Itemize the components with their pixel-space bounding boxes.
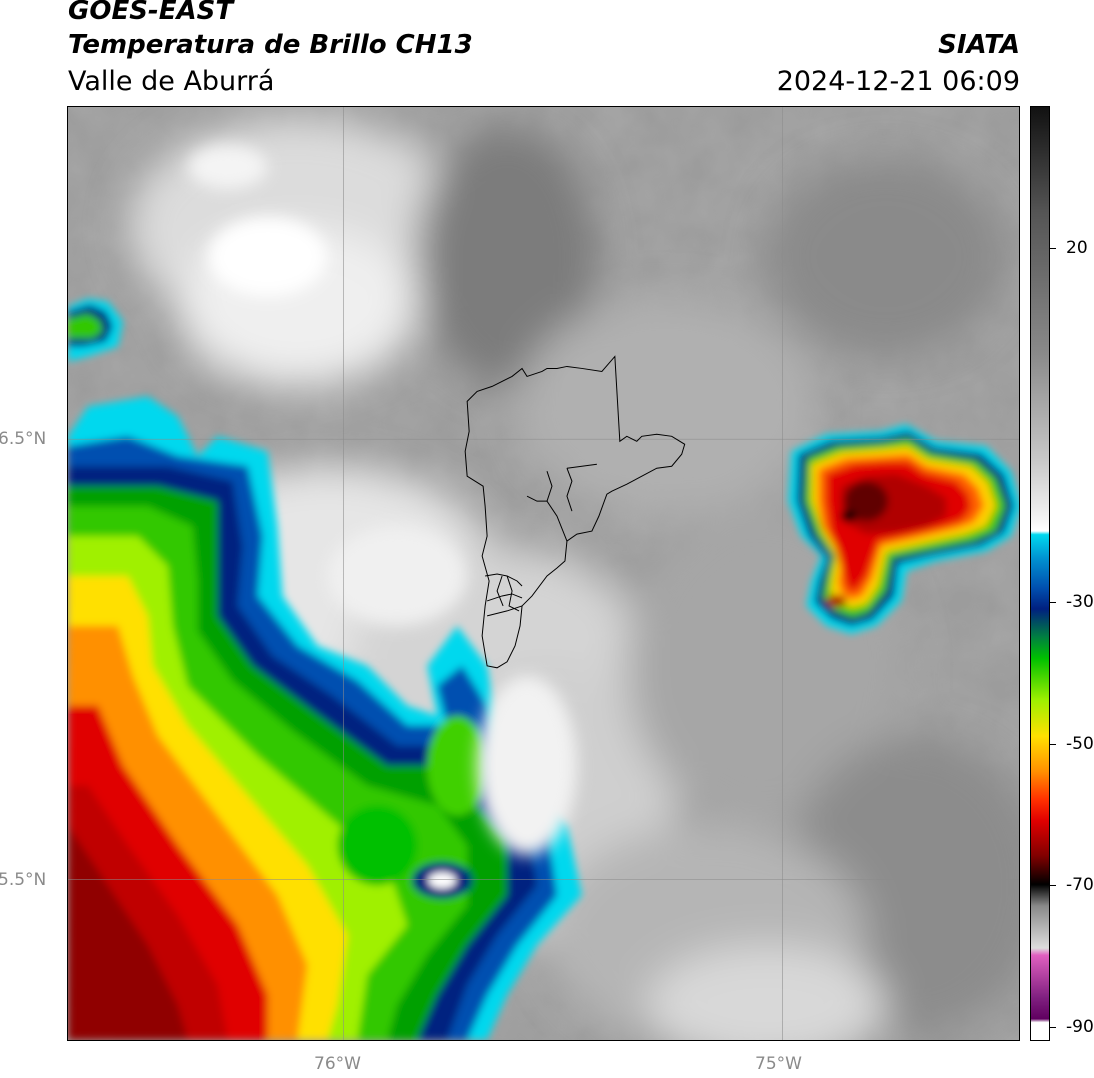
- region-label: Valle de Aburrá: [68, 66, 275, 97]
- timestamp-label: 2024-12-21 06:09: [776, 66, 1020, 97]
- lat-label-5-5: 5.5°N: [0, 870, 47, 890]
- agency-label: SIATA: [938, 30, 1020, 60]
- western-convective-system: [68, 298, 582, 1040]
- colorbar-tick: [1050, 601, 1056, 603]
- colorbar-tick: [1050, 743, 1056, 745]
- lon-label-76: 76°W: [314, 1054, 361, 1074]
- colorbar-tick: [1050, 1026, 1056, 1028]
- colorbar-tick-label: -70: [1066, 875, 1094, 896]
- colorbar-tick-label: -50: [1066, 733, 1094, 754]
- colorbar-tick-label: -30: [1066, 591, 1094, 612]
- satellite-title: GOES-EAST: [68, 0, 234, 26]
- graticule: [68, 107, 1019, 1040]
- aburra-valley-boundaries: [464, 355, 686, 669]
- map-canvas: [68, 107, 1019, 1040]
- brightness-temperature-map: [67, 106, 1020, 1041]
- colorbar-tick: [1050, 885, 1056, 887]
- eastern-convective-cell: [788, 424, 1019, 634]
- light-patches: [187, 144, 577, 856]
- gray-cloud-regions: [127, 116, 1019, 1040]
- colorbar-tick: [1050, 247, 1056, 249]
- colorbar-tick-label: -90: [1066, 1016, 1094, 1037]
- lat-label-6-5: 6.5°N: [0, 429, 47, 449]
- temperature-colorbar: [1030, 106, 1050, 1041]
- lon-label-75: 75°W: [755, 1054, 802, 1074]
- colorbar-tick-label: 20: [1066, 237, 1088, 258]
- product-title: Temperatura de Brillo CH13: [68, 30, 473, 60]
